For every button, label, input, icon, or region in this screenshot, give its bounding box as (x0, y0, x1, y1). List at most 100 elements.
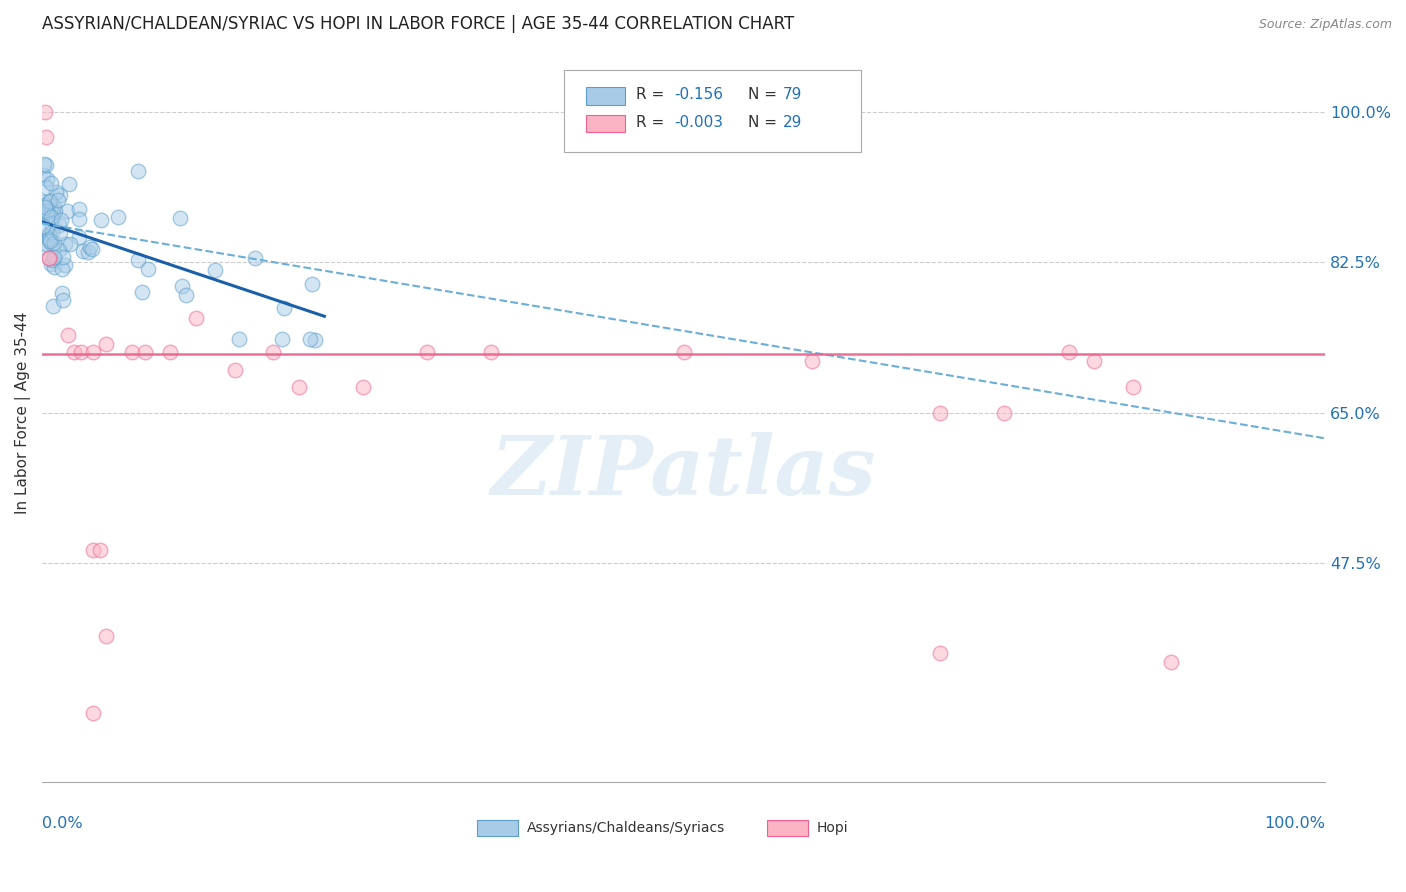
Point (32, 168, 55, 182)
Point (82, 706, 104, 721)
Point (53, 258, 76, 272)
Point (45, 185, 67, 199)
Point (32, 157, 55, 171)
Point (42, 298, 65, 312)
Point (79, 240, 101, 254)
Text: Source: ZipAtlas.com: Source: ZipAtlas.com (1258, 18, 1392, 31)
Point (35, 204, 58, 219)
Point (42, 251, 65, 265)
Point (38, 227, 60, 241)
Point (159, 345, 181, 359)
Point (204, 262, 226, 277)
Point (59, 237, 82, 252)
Point (58, 177, 80, 191)
Point (34, 180, 56, 194)
Point (69, 345, 91, 359)
Point (184, 311, 207, 326)
Point (37, 172, 59, 186)
Point (127, 164, 149, 178)
Point (39, 176, 62, 190)
Point (42, 199, 65, 213)
Point (1122, 380, 1144, 394)
Point (51, 285, 73, 300)
Point (42, 250, 65, 264)
Text: ZIPatlas: ZIPatlas (491, 432, 876, 512)
Point (67, 211, 90, 226)
Point (32, 240, 55, 254)
Point (121, 345, 143, 359)
Point (41, 237, 63, 252)
Point (929, 406, 952, 420)
Point (35, 237, 58, 252)
Text: ASSYRIAN/CHALDEAN/SYRIAC VS HOPI IN LABOR FORCE | AGE 35-44 CORRELATION CHART: ASSYRIAN/CHALDEAN/SYRIAC VS HOPI IN LABO… (42, 15, 794, 33)
FancyBboxPatch shape (768, 820, 808, 836)
Point (41, 206, 63, 220)
Point (42, 236, 65, 251)
FancyBboxPatch shape (564, 70, 860, 153)
Point (479, 345, 502, 359)
Point (169, 211, 191, 225)
Point (48, 188, 70, 202)
Text: Hopi: Hopi (817, 822, 849, 835)
Point (1083, 354, 1105, 368)
FancyBboxPatch shape (586, 87, 624, 105)
Point (929, 646, 952, 660)
Point (56, 328, 79, 343)
Point (67, 229, 90, 244)
Point (63, 345, 86, 359)
Point (82, 345, 104, 359)
Point (41, 203, 63, 218)
Point (270, 332, 292, 346)
Point (51, 261, 73, 276)
Point (800, 354, 823, 368)
Point (46, 193, 69, 207)
Point (49, 213, 72, 227)
Point (89, 543, 111, 558)
Point (52, 250, 75, 264)
Point (273, 301, 295, 315)
Point (35, 157, 58, 171)
Point (38, 251, 60, 265)
Text: N =: N = (748, 114, 776, 129)
Point (262, 345, 284, 359)
Point (34, 200, 56, 214)
Point (174, 288, 197, 302)
Point (39, 257, 62, 271)
Text: 100.0%: 100.0% (1264, 815, 1324, 830)
Point (35, 204, 58, 219)
Point (90, 213, 112, 227)
Point (301, 277, 323, 291)
Text: N =: N = (748, 87, 776, 103)
FancyBboxPatch shape (477, 820, 519, 836)
Point (287, 380, 309, 394)
Point (44, 260, 66, 274)
Point (672, 345, 695, 359)
Point (77, 244, 100, 259)
Point (39, 210, 62, 224)
Point (131, 285, 153, 300)
Point (228, 332, 250, 346)
Point (224, 362, 246, 376)
Point (67, 202, 90, 217)
Point (134, 345, 156, 359)
Point (49, 227, 72, 241)
Point (32, 195, 55, 210)
Point (298, 332, 321, 346)
Text: -0.156: -0.156 (675, 87, 724, 103)
Point (416, 345, 439, 359)
Point (352, 380, 374, 394)
Point (127, 253, 149, 268)
Text: 79: 79 (782, 87, 801, 103)
Point (52, 293, 75, 307)
Point (243, 251, 266, 265)
Point (31, 219, 53, 234)
Point (38, 227, 60, 242)
Text: Assyrians/Chaldeans/Syriacs: Assyrians/Chaldeans/Syriacs (527, 822, 725, 835)
Point (107, 210, 129, 224)
Point (34, 197, 56, 211)
Text: R =: R = (636, 87, 665, 103)
Point (96, 336, 118, 351)
Point (44, 203, 66, 218)
Point (1160, 655, 1182, 669)
Point (39, 234, 62, 248)
